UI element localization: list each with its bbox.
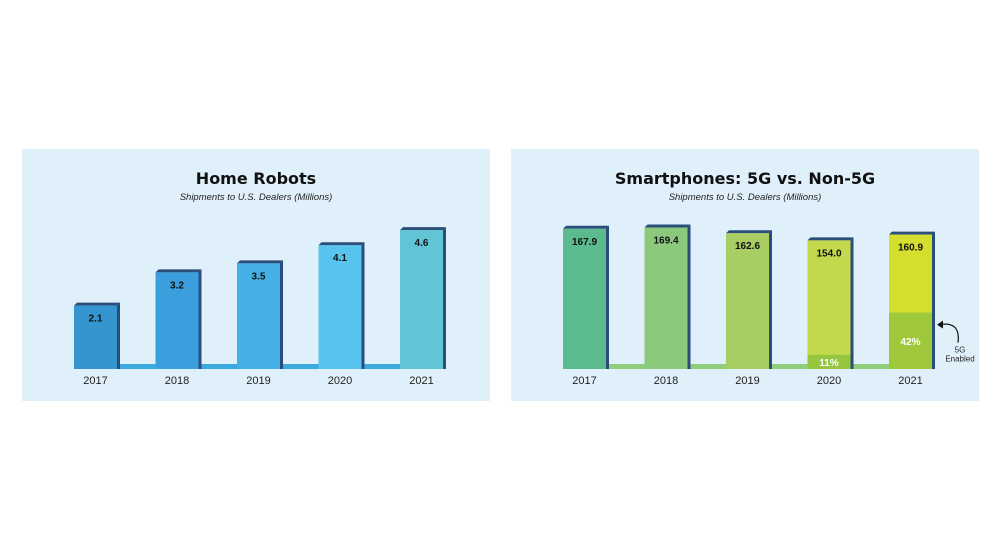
bar-2019 — [237, 260, 283, 369]
chart-subtitle: Shipments to U.S. Dealers (Millions) — [668, 192, 822, 203]
category-label-2017: 2017 — [83, 375, 107, 387]
share-label-2020: 11% — [819, 358, 839, 369]
share-label-2021: 42% — [900, 337, 920, 348]
bar-side — [361, 242, 365, 369]
annotation-arrowhead — [937, 320, 943, 329]
bar-5g-segment-2020 — [807, 354, 851, 369]
bar-top — [889, 231, 935, 235]
value-label-2018: 169.4 — [653, 236, 678, 247]
chart-title: Smartphones: 5G vs. Non-5G — [614, 169, 876, 188]
annotation-label: Enabled — [945, 355, 974, 364]
category-label-2020: 2020 — [328, 375, 352, 387]
home-robots-bar-chart: 2.1 2017 3.2 2018 3.5 2019 4.1 2020 4.6 2021 — [74, 227, 446, 387]
category-label-2019: 2019 — [735, 375, 759, 387]
bar-side — [850, 237, 854, 369]
category-label-2021: 2021 — [409, 375, 433, 387]
chart-subtitle: Shipments to U.S. Dealers (Millions) — [179, 192, 333, 203]
bar-face — [400, 230, 443, 369]
category-label-2019: 2019 — [246, 375, 270, 387]
bar-2018 — [155, 269, 202, 369]
bar-side — [769, 230, 772, 369]
smartphones-bar-chart: 167.9 2017 169.4 2018 162.6 2019 11% 154.0 2020 4… — [563, 224, 975, 387]
bar-side — [117, 302, 120, 369]
bar-side — [280, 260, 283, 369]
bar-face — [563, 228, 606, 369]
bar-2020 — [807, 237, 854, 369]
bar-2017 — [74, 302, 120, 369]
bar-2021 — [400, 227, 446, 369]
value-label-2020: 154.0 — [816, 248, 841, 259]
bar-face — [155, 272, 199, 369]
bar-side — [932, 231, 935, 369]
bar-face — [237, 263, 280, 369]
category-label-2020: 2020 — [817, 375, 841, 387]
bar-side — [687, 224, 691, 369]
category-label-2018: 2018 — [654, 375, 678, 387]
bar-face — [74, 305, 117, 369]
category-label-2017: 2017 — [572, 375, 596, 387]
value-label-2017: 167.9 — [572, 237, 597, 248]
annotation-label: 5G — [955, 346, 966, 355]
bar-side — [443, 227, 446, 369]
value-label-2019: 162.6 — [735, 241, 760, 252]
bar-top — [155, 269, 202, 273]
chart-title: Home Robots — [195, 169, 317, 188]
bar-face — [318, 245, 362, 369]
bar-face — [644, 227, 688, 369]
bar-top — [807, 237, 854, 241]
value-label-2019: 3.5 — [252, 271, 266, 282]
bar-2017 — [563, 225, 609, 369]
value-label-2017: 2.1 — [89, 314, 103, 325]
bar-top — [318, 242, 365, 246]
bar-top — [644, 224, 691, 228]
bar-side — [198, 269, 202, 369]
category-label-2018: 2018 — [165, 375, 189, 387]
bar-top — [74, 302, 120, 306]
value-label-2021: 160.9 — [898, 243, 923, 254]
bar-face — [726, 233, 769, 369]
smartphones-chart-panel: Smartphones: 5G vs. Non-5G Shipments to … — [511, 149, 979, 401]
value-label-2021: 4.6 — [415, 238, 429, 249]
home-robots-chart-panel: Home Robots Shipments to U.S. Dealers (M… — [22, 149, 490, 401]
bar-2019 — [726, 230, 772, 369]
value-label-2018: 3.2 — [170, 280, 184, 291]
value-label-2020: 4.1 — [333, 253, 347, 264]
bar-top — [400, 227, 446, 231]
bar-5g-segment-2021 — [889, 312, 932, 369]
bar-side — [606, 225, 609, 369]
bar-2020 — [318, 242, 365, 369]
bar-top — [237, 260, 283, 264]
bar-top — [726, 230, 772, 234]
bar-face — [807, 240, 851, 369]
bar-2018 — [644, 224, 691, 369]
category-label-2021: 2021 — [898, 375, 922, 387]
bar-top — [563, 225, 609, 229]
